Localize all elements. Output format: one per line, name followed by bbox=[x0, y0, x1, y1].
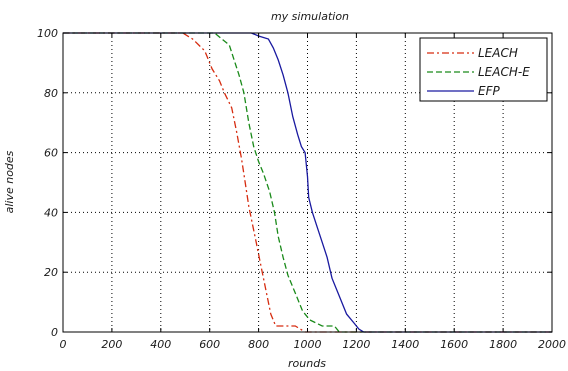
y-tick-label: 80 bbox=[44, 87, 58, 100]
y-tick-label: 0 bbox=[51, 326, 58, 339]
x-tick-label: 400 bbox=[150, 338, 171, 351]
x-tick-label: 1200 bbox=[342, 338, 370, 351]
y-tick-label: 60 bbox=[44, 147, 58, 160]
x-tick-label: 600 bbox=[199, 338, 220, 351]
legend-label: EFP bbox=[478, 84, 500, 98]
y-tick-label: 100 bbox=[37, 27, 58, 40]
y-axis-label: alive nodes bbox=[3, 150, 16, 213]
x-tick-label: 1000 bbox=[294, 338, 322, 351]
x-tick-label: 1800 bbox=[489, 338, 517, 351]
x-tick-label: 1600 bbox=[440, 338, 468, 351]
x-tick-label: 1400 bbox=[391, 338, 419, 351]
x-tick-label: 200 bbox=[101, 338, 122, 351]
series-line-leach bbox=[63, 32, 552, 333]
y-tick-label: 40 bbox=[44, 206, 58, 219]
series-line-efp bbox=[63, 32, 552, 333]
chart-title: my simulation bbox=[271, 10, 349, 23]
x-tick-label: 800 bbox=[248, 338, 269, 351]
x-tick-label: 2000 bbox=[538, 338, 566, 351]
x-axis-label: rounds bbox=[288, 357, 326, 370]
legend: LEACH LEACH-E EFP bbox=[419, 37, 548, 102]
axis-ticks: 0 200 400 600 800 1000 1200 1400 1600 1800 2000 0 20… bbox=[37, 27, 566, 351]
series-line-leach-e bbox=[63, 32, 552, 333]
legend-label: LEACH-E bbox=[478, 65, 530, 79]
legend-label: LEACH bbox=[478, 46, 518, 60]
y-tick-label: 20 bbox=[44, 266, 58, 279]
series-group bbox=[63, 32, 552, 333]
x-tick-label: 0 bbox=[60, 338, 67, 351]
grid bbox=[63, 33, 552, 332]
